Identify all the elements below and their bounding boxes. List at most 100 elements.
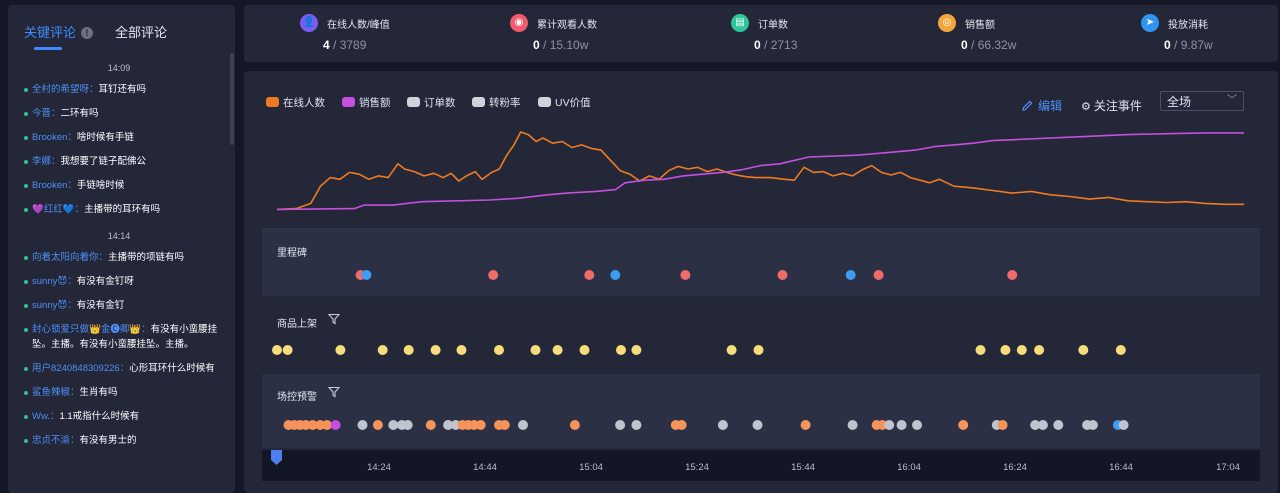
control-alert-dot[interactable] bbox=[569, 420, 580, 430]
comment-dot bbox=[24, 88, 28, 92]
product-listing-dot[interactable] bbox=[530, 345, 541, 355]
control-alert-dot[interactable] bbox=[615, 420, 626, 430]
comment-user[interactable]: 💜红红💙： bbox=[32, 204, 85, 215]
milestone-dot[interactable] bbox=[584, 270, 595, 280]
product-listing-dot[interactable] bbox=[616, 345, 626, 355]
comment-user[interactable]: sunny😈： bbox=[32, 276, 77, 287]
control-alert-dot[interactable] bbox=[676, 420, 687, 430]
product-listing-dot[interactable] bbox=[753, 345, 764, 355]
comment-user[interactable]: 封心锁爱只做👑金🅒卿👑： bbox=[32, 324, 151, 335]
control-alert-dot[interactable] bbox=[307, 420, 318, 430]
tab-all-comments[interactable]: 全部评论 bbox=[115, 22, 167, 41]
control-alert-dot[interactable] bbox=[1030, 420, 1041, 430]
product-listing-dot[interactable] bbox=[403, 345, 414, 355]
product-listing-dot[interactable] bbox=[335, 345, 346, 355]
product-listing-dot[interactable] bbox=[552, 345, 563, 355]
product-listing-dot[interactable] bbox=[1115, 345, 1126, 355]
time-slider-handle[interactable] bbox=[271, 450, 282, 465]
control-alert-dot[interactable] bbox=[1053, 420, 1064, 430]
info-icon[interactable]: ! bbox=[81, 27, 94, 39]
comment-user[interactable]: Brooken： bbox=[32, 180, 77, 191]
control-alert-dot[interactable] bbox=[1118, 420, 1129, 430]
control-alert-dot[interactable] bbox=[475, 420, 486, 430]
control-alert-dot[interactable] bbox=[372, 420, 383, 430]
control-alert-dot[interactable] bbox=[752, 420, 763, 430]
legend-item[interactable]: 订单数 bbox=[407, 95, 456, 110]
comment-item: 用户8240848309226：心形耳环什么时候有 bbox=[8, 361, 230, 376]
control-alert-dot[interactable] bbox=[958, 420, 969, 430]
follow-events-button[interactable]: ⚙ 关注事件 bbox=[1081, 97, 1142, 114]
product-listing-dot[interactable] bbox=[975, 345, 986, 355]
product-listing-dot[interactable] bbox=[430, 345, 441, 355]
legend-item[interactable]: UV价值 bbox=[538, 95, 591, 110]
comment-user[interactable]: Brooken： bbox=[32, 132, 77, 143]
comments-scrollbar[interactable] bbox=[230, 53, 234, 145]
control-alert-dot[interactable] bbox=[443, 420, 454, 430]
lane-milestones-title: 里程碑 bbox=[277, 248, 307, 259]
control-alert-dot[interactable] bbox=[388, 420, 399, 430]
control-alert-dot[interactable] bbox=[717, 420, 728, 430]
product-listing-dot[interactable] bbox=[579, 345, 590, 355]
control-alert-track bbox=[283, 420, 1129, 430]
legend-item[interactable]: 在线人数 bbox=[266, 95, 325, 110]
control-alert-dot[interactable] bbox=[884, 420, 895, 430]
comment-user[interactable]: 全村的希望呀： bbox=[32, 84, 99, 95]
scope-select[interactable]: 全场 ﹀ bbox=[1160, 91, 1244, 111]
comment-user[interactable]: 向着太阳向着你： bbox=[32, 252, 109, 263]
control-alert-dot[interactable] bbox=[997, 420, 1008, 430]
filter-icon[interactable] bbox=[328, 313, 340, 325]
control-alert-dot[interactable] bbox=[499, 420, 510, 430]
edit-button[interactable]: 编辑 bbox=[1022, 97, 1062, 114]
control-alert-dot[interactable] bbox=[425, 420, 436, 430]
product-listing-dot[interactable] bbox=[726, 345, 737, 355]
milestone-dot[interactable] bbox=[873, 270, 884, 280]
lane-alerts-title: 场控预警 bbox=[277, 392, 317, 403]
product-listing-dot[interactable] bbox=[1078, 345, 1089, 355]
control-alert-dot[interactable] bbox=[518, 420, 528, 430]
comment-dot bbox=[24, 415, 28, 419]
control-alert-dot[interactable] bbox=[1037, 420, 1048, 430]
comment-user[interactable]: 今晋： bbox=[32, 108, 61, 119]
control-alert-dot[interactable] bbox=[357, 420, 368, 430]
product-listing-dot[interactable] bbox=[1000, 345, 1011, 355]
control-alert-dot[interactable] bbox=[322, 420, 332, 430]
control-alert-dot[interactable] bbox=[847, 420, 858, 430]
product-listing-dot[interactable] bbox=[631, 345, 642, 355]
legend-label: 转粉率 bbox=[489, 97, 521, 109]
control-alert-dot[interactable] bbox=[402, 420, 413, 430]
milestone-dot[interactable] bbox=[680, 270, 691, 280]
x-tick-label: 16:04 bbox=[897, 462, 921, 473]
comment-user[interactable]: 忠贞不渝： bbox=[32, 435, 80, 446]
stat-current: 0 bbox=[961, 38, 968, 52]
product-listing-dot[interactable] bbox=[456, 345, 467, 355]
filter-icon[interactable] bbox=[328, 386, 340, 398]
control-alert-dot[interactable] bbox=[912, 420, 922, 430]
milestone-dot[interactable] bbox=[610, 270, 621, 280]
control-alert-dot[interactable] bbox=[1087, 420, 1098, 430]
milestone-dot[interactable] bbox=[777, 270, 788, 280]
comments-panel: 关键评论! 全部评论 14:09 全村的希望呀：耳钉还有吗 今晋：二环有吗 Brook… bbox=[8, 5, 235, 493]
legend-item[interactable]: 销售额 bbox=[342, 95, 391, 110]
comment-user[interactable]: 李娜： bbox=[32, 156, 61, 167]
comment-user[interactable]: Ww.： bbox=[32, 411, 60, 422]
milestone-dot[interactable] bbox=[361, 270, 372, 280]
control-alert-dot[interactable] bbox=[330, 420, 341, 430]
comment-user[interactable]: sunny😈： bbox=[32, 300, 77, 311]
product-listing-dot[interactable] bbox=[494, 345, 504, 355]
legend-item[interactable]: 转粉率 bbox=[472, 95, 521, 110]
tab-key-comments[interactable]: 关键评论! bbox=[24, 22, 94, 41]
comment-user[interactable]: 用户8240848309226： bbox=[32, 363, 130, 374]
control-alert-dot[interactable] bbox=[631, 420, 642, 430]
control-alert-dot[interactable] bbox=[896, 420, 907, 430]
milestone-dot[interactable] bbox=[1007, 270, 1018, 280]
control-alert-dot[interactable] bbox=[800, 420, 811, 430]
product-listing-dot[interactable] bbox=[272, 345, 282, 355]
comment-user[interactable]: 鲨鱼辣椒： bbox=[32, 387, 80, 398]
milestone-dot[interactable] bbox=[488, 270, 499, 280]
product-listing-dot[interactable] bbox=[1016, 345, 1027, 355]
milestone-dot[interactable] bbox=[845, 270, 856, 280]
product-listing-dot[interactable] bbox=[377, 345, 388, 355]
comment-text: 二环有吗 bbox=[60, 108, 99, 119]
product-listing-dot[interactable] bbox=[282, 345, 293, 355]
product-listing-dot[interactable] bbox=[1034, 345, 1045, 355]
